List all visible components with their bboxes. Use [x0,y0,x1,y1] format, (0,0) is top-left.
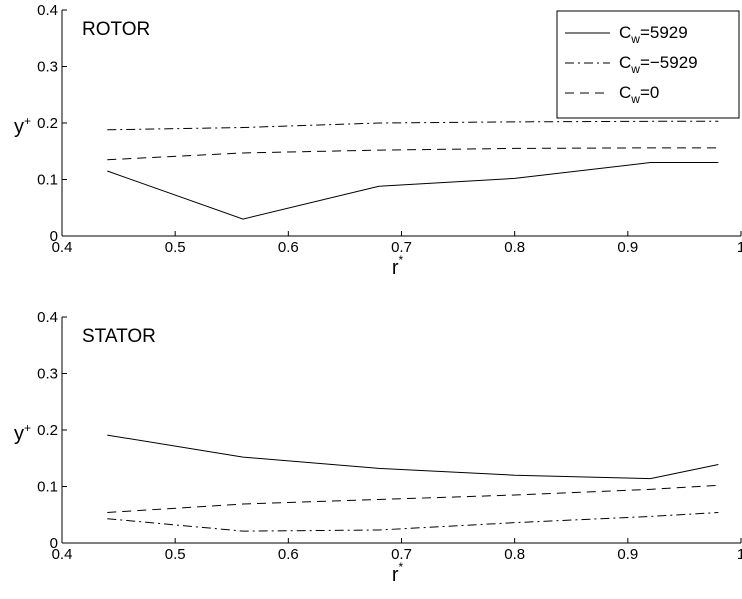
stator-series-dashdot-line [107,511,719,532]
rotor-x-tick-label: 0.4 [52,239,73,256]
rotor-x-tick-label: 1 [737,239,742,256]
stator-x-tick-label: 1 [737,546,742,563]
stator-x-tick-label: 0.6 [278,546,299,563]
rotor-y-tick-label: 0.3 [37,59,58,76]
stator-x-tick-label: 0.4 [52,546,73,563]
rotor-legend-box [556,10,740,119]
rotor-panel-label: ROTOR [82,19,150,40]
stator-x-tick-label: 0.7 [391,546,412,563]
rotor-legend-label: Cw=−5929 [619,53,698,76]
stator-y-axis-label: y+ [14,421,31,445]
stator-x-tick-label: 0.9 [617,546,638,563]
rotor-legend-label: Cw=5929 [619,23,688,46]
rotor-x-tick-label: 0.9 [617,239,638,256]
stator-y-tick-label: 0 [50,535,58,552]
rotor-y-tick-label: 0.1 [37,172,58,189]
stator-y-tick-label: 0.2 [37,422,58,439]
rotor-y-tick-label: 0.4 [37,2,58,19]
stator-y-tick-label: 0.3 [37,366,58,383]
stator-series-solid-line [107,434,719,480]
stator-panel-label: STATOR [82,326,156,347]
rotor-y-axis-label: y+ [14,114,31,138]
rotor-legend-label: Cw=0 [619,83,659,106]
stator-y-tick-label: 0.1 [37,479,58,496]
stator-x-axis-label: r* [392,560,404,586]
stator-series-dashed-line [107,484,719,513]
rotor-legend: Cw=5929 Cw=−5929 Cw=0 [556,10,740,119]
rotor-x-tick-label: 0.6 [278,239,299,256]
rotor-y-tick-label: 0.2 [37,115,58,132]
rotor-y-tick-label: 0 [50,228,58,245]
rotor-panel: 0.4 0.5 0.6 0.7 0.8 0.9 1 0 0.1 0.2 0.3 0.4 ROTOR y+ r… [14,2,742,279]
rotor-x-tick-label: 0.5 [165,239,186,256]
rotor-x-tick-label: 0.8 [504,239,525,256]
stator-panel: 0.4 0.5 0.6 0.7 0.8 0.9 1 0 0.1 0.2 0.3 0.4 STATOR y+… [14,309,742,586]
stator-y-tick-label: 0.4 [37,309,58,326]
rotor-series-dashed-line [107,147,719,161]
rotor-x-axis-label: r* [392,253,404,279]
rotor-series-dashdot-line [107,120,719,131]
stator-x-tick-label: 0.8 [504,546,525,563]
rotor-series-solid-line [107,162,719,220]
stator-x-tick-label: 0.5 [165,546,186,563]
rotor-x-tick-label: 0.7 [391,239,412,256]
